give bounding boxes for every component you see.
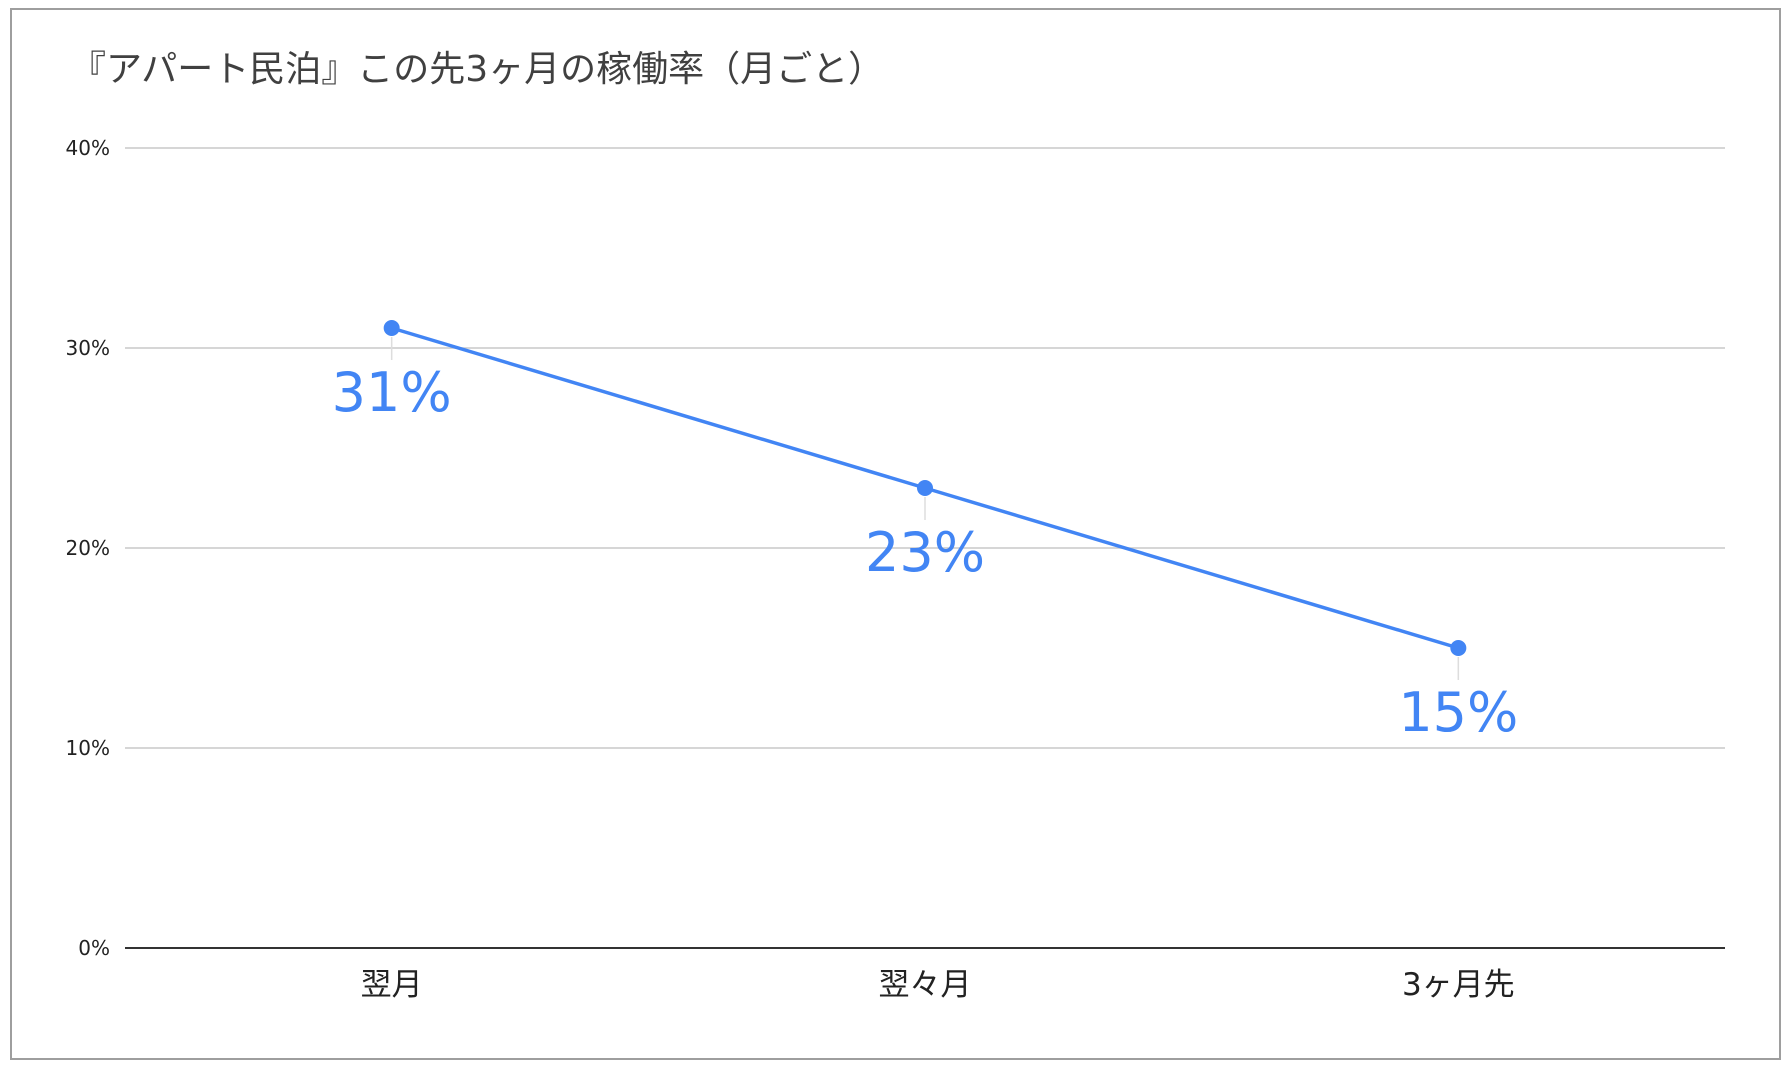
x-tick-label: 3ヶ月先 [1402, 967, 1515, 1003]
y-tick-label: 20% [66, 536, 110, 560]
data-point [917, 480, 933, 496]
y-tick-label: 40% [66, 136, 110, 160]
y-tick-label: 0% [78, 936, 110, 960]
y-tick-label: 30% [66, 336, 110, 360]
y-tick-label: 10% [66, 736, 110, 760]
x-tick-label: 翌々月 [879, 967, 972, 1003]
data-point [383, 320, 400, 336]
data-point [1450, 640, 1467, 656]
data-label: 23% [865, 521, 985, 584]
data-label: 31% [332, 361, 452, 424]
chart-frame [10, 8, 1781, 1060]
leader-lines [390, 337, 1460, 680]
data-points [383, 320, 1467, 656]
x-axis-ticks: 翌月 翌々月 3ヶ月先 [361, 967, 1515, 1003]
y-axis-ticks: 0% 10% 20% 30% 40% [66, 136, 110, 960]
data-label: 15% [1398, 681, 1518, 744]
gridlines [125, 147, 1725, 949]
x-tick-label: 翌月 [361, 967, 423, 1003]
chart-title: 『アパート民泊』この先3ヶ月の稼働率（月ごと） [70, 49, 885, 90]
data-labels: 31% 23% 15% [332, 361, 1519, 744]
